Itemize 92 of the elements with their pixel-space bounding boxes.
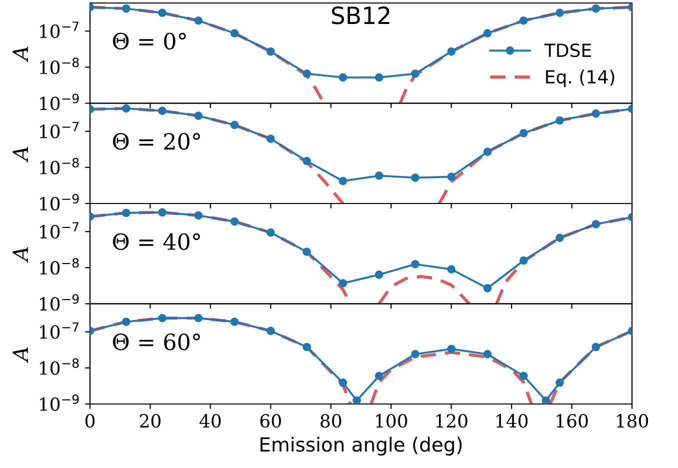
point (592, 4, 600, 13)
point (194, 112, 203, 120)
point (158, 106, 166, 115)
point (302, 342, 311, 352)
point (302, 156, 311, 166)
y-tick-label: 10$^{−9}$ (40, 294, 79, 311)
legend-label: TDSE (544, 43, 591, 58)
point (266, 326, 275, 336)
point (122, 4, 130, 13)
point (266, 134, 275, 143)
y-axis-title: A (12, 247, 28, 263)
point (230, 29, 239, 38)
point (519, 16, 528, 25)
point (556, 8, 564, 18)
point (519, 372, 528, 380)
y-tick-label: 10$^{−8}$ (40, 258, 79, 275)
x-tick-label: 0 (85, 414, 95, 428)
point (230, 217, 239, 226)
y-tick-label: 10$^{−7}$ (40, 322, 79, 339)
point (447, 344, 456, 354)
point (483, 148, 492, 156)
point (483, 350, 492, 358)
annotation: Θ = 40° (112, 233, 200, 250)
point (556, 378, 564, 387)
y-axis-title: A (12, 46, 28, 62)
point (374, 372, 384, 380)
point (158, 8, 166, 18)
point (411, 260, 420, 268)
point (542, 396, 550, 404)
legend-label: Eq. (14) (546, 70, 614, 88)
point (338, 279, 348, 288)
x-tick-label: 100 (376, 414, 408, 428)
annotation: Θ = 20° (112, 132, 200, 150)
point (352, 396, 361, 404)
point (447, 172, 456, 181)
point (122, 318, 130, 326)
x-axis-title: Emission angle (deg) (260, 436, 462, 456)
annotation: Θ = 60° (112, 333, 200, 350)
y-tick-label: 10$^{−8}$ (40, 358, 79, 375)
point (194, 314, 203, 322)
point (230, 120, 239, 130)
point (374, 172, 384, 180)
point (302, 70, 311, 78)
x-tick-label: 80 (320, 414, 342, 428)
y-axis-title: A (12, 146, 28, 162)
point (122, 208, 130, 218)
point (483, 29, 492, 38)
y-tick-label: 10$^{−7}$ (40, 122, 79, 138)
point (302, 248, 311, 256)
x-tick-label: 120 (436, 414, 468, 428)
annotation: Θ = 0° (112, 32, 186, 50)
point (447, 47, 456, 56)
point (194, 211, 203, 220)
y-tick-label: 10$^{−8}$ (40, 158, 79, 174)
point (158, 208, 166, 217)
point (194, 16, 203, 25)
x-tick-label: 180 (616, 414, 648, 428)
point (374, 73, 384, 82)
point (592, 109, 600, 118)
point (556, 116, 564, 125)
point (519, 256, 528, 265)
point (374, 270, 384, 279)
point (411, 173, 420, 182)
point (592, 220, 600, 228)
y-axis-title: A (12, 347, 28, 363)
point (122, 104, 130, 113)
y-tick-label: 10$^{−9}$ (40, 394, 79, 411)
point (411, 70, 420, 78)
point (338, 378, 348, 387)
x-tick-label: 140 (496, 414, 528, 428)
point (556, 234, 564, 242)
x-tick-label: 40 (200, 414, 221, 428)
x-tick-label: 20 (140, 414, 161, 428)
point (338, 176, 348, 186)
point (338, 73, 348, 82)
point (519, 128, 528, 138)
point (592, 342, 600, 352)
point (158, 314, 166, 322)
point (266, 228, 275, 237)
point (483, 284, 492, 292)
y-tick-label: 10$^{−9}$ (40, 94, 79, 110)
x-tick-label: 60 (260, 414, 281, 428)
y-tick-label: 10$^{−7}$ (40, 22, 79, 38)
y-tick-label: 10$^{−7}$ (40, 222, 79, 239)
y-tick-label: 10$^{−9}$ (40, 194, 79, 210)
x-tick-label: 160 (556, 414, 588, 428)
chart-title: SB12 (332, 6, 390, 24)
point (447, 265, 456, 274)
y-tick-label: 10$^{−8}$ (40, 58, 79, 74)
point (266, 47, 275, 56)
point (230, 318, 239, 326)
point (411, 350, 420, 358)
